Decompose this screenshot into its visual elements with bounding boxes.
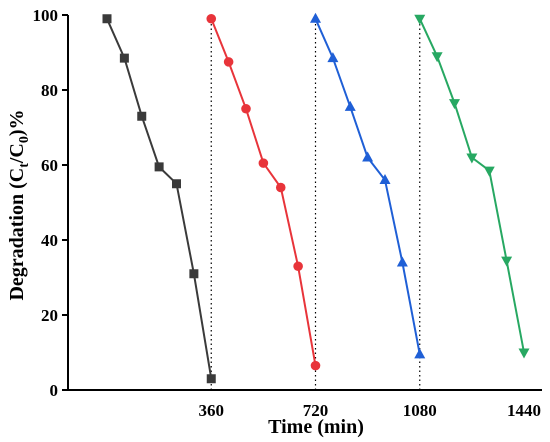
x-tick-label: 360 [199, 401, 225, 420]
data-point [344, 100, 356, 111]
data-point [137, 111, 147, 121]
series-line-1 [106, 18, 213, 379]
data-point [414, 348, 426, 359]
data-point [483, 166, 495, 177]
data-point [258, 158, 269, 168]
series-line-3 [314, 18, 421, 355]
plot-area [102, 12, 530, 390]
data-point [241, 103, 251, 114]
y-tick-label: 40 [41, 231, 58, 250]
data-point [293, 261, 303, 272]
y-tick-label: 100 [33, 6, 59, 25]
data-point [310, 12, 321, 23]
y-axis-title: Degradation (Ct/C0)% [6, 109, 32, 300]
axes: 0 20 40 60 80 100 360 720 1080 1440 [33, 6, 542, 420]
data-point [206, 374, 216, 384]
series-line-2 [210, 18, 317, 366]
data-point [414, 14, 426, 25]
data-point [310, 360, 321, 371]
x-tick-label: 720 [303, 401, 329, 420]
data-point [154, 162, 164, 172]
data-point [396, 256, 408, 267]
series-line-4 [418, 18, 525, 353]
data-point [466, 153, 478, 164]
x-tick-label: 1080 [403, 401, 437, 420]
data-point [449, 99, 460, 110]
y-tick-label: 20 [41, 306, 58, 325]
data-point [362, 151, 374, 162]
y-tick-label: 80 [41, 81, 58, 100]
y-tick-label: 60 [41, 156, 58, 175]
data-point [102, 14, 112, 24]
x-axis-title: Time (min) [268, 416, 364, 438]
x-tick-label: 1440 [507, 401, 541, 420]
data-point [206, 13, 217, 24]
data-point [223, 57, 234, 67]
data-point [501, 256, 513, 267]
data-point [189, 269, 199, 279]
data-point [518, 348, 530, 359]
data-point [327, 52, 339, 63]
data-point [119, 53, 129, 63]
data-point [379, 174, 391, 184]
data-point [275, 182, 286, 193]
data-point [431, 52, 443, 63]
y-tick-label: 0 [50, 381, 59, 400]
data-point [172, 179, 181, 189]
